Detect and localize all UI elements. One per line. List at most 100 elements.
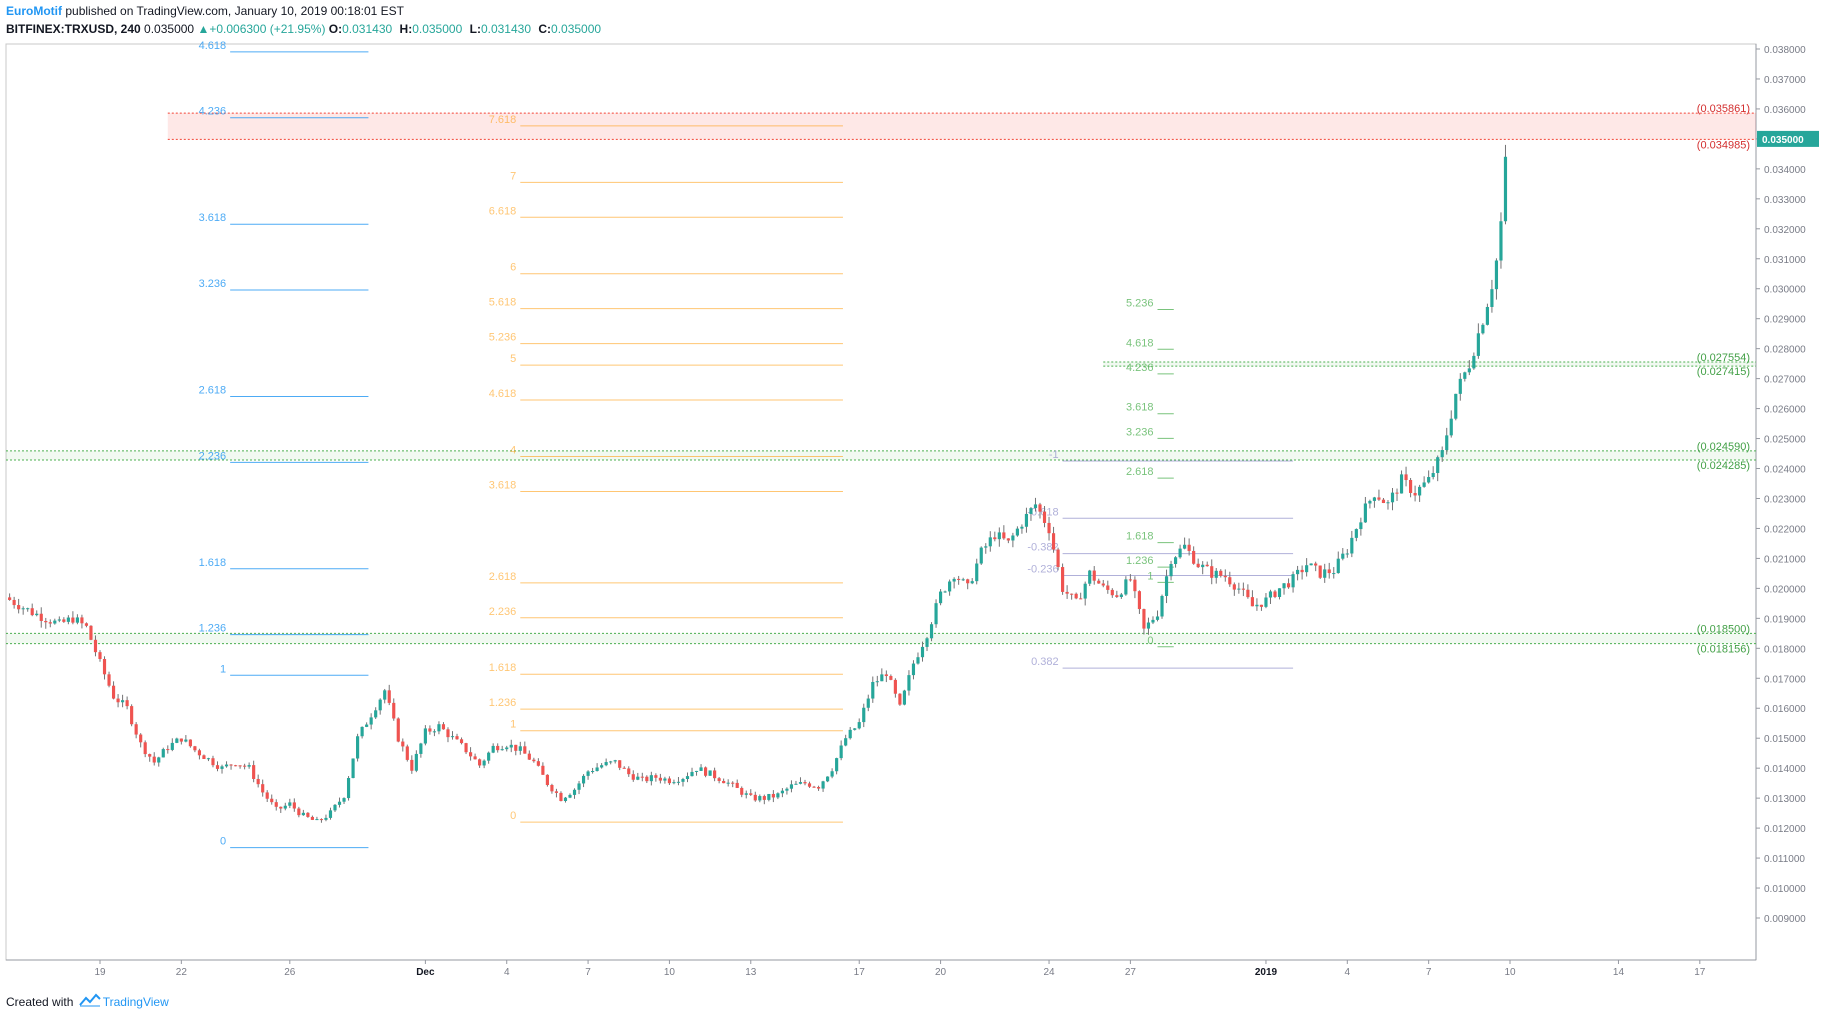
candle-body [197, 750, 202, 756]
candle-body [1106, 585, 1110, 590]
candle-body [387, 690, 391, 703]
candle-body [853, 728, 857, 730]
candle-body [550, 785, 554, 792]
candle-body [807, 783, 812, 787]
candle-body [270, 798, 274, 803]
last-price-tag [1757, 130, 1819, 147]
fib-green-level-label: 1 [1147, 570, 1153, 582]
fib-orange-level-label: 1.236 [489, 697, 517, 709]
candle-body [708, 770, 712, 776]
x-tick-label: 26 [284, 967, 296, 978]
candle-body [328, 810, 333, 818]
candle-body [685, 776, 690, 780]
candle-body [762, 796, 766, 800]
candle-body [1020, 526, 1024, 529]
candle-body [1408, 480, 1413, 493]
candle-body [1246, 589, 1250, 598]
candle-body [1083, 583, 1087, 599]
candle-body [1476, 333, 1480, 356]
candle-body [1390, 492, 1395, 503]
candle-body [233, 765, 238, 767]
candle-body [1029, 508, 1033, 514]
candle-body [1119, 594, 1123, 597]
candle-body [62, 619, 66, 622]
price-change: +0.006300 (+21.95%) [209, 22, 326, 36]
zone-upper-label: (0.035861) [1697, 103, 1750, 115]
x-tick-label: 7 [585, 967, 591, 978]
candle-body [410, 759, 414, 771]
candle-body [862, 707, 866, 723]
close-label: C: [538, 22, 552, 36]
candle-body [609, 761, 613, 763]
candle-body [1006, 538, 1010, 541]
symbol-ticker[interactable]: BITFINEX:TRXUSD, 240 [6, 22, 141, 36]
candle-body [446, 729, 450, 738]
candle-body [1336, 558, 1340, 574]
candle-body [356, 736, 360, 759]
candle-body [1097, 580, 1101, 584]
candle-body [514, 744, 518, 751]
candle-body [1011, 535, 1015, 541]
candle-body [640, 776, 644, 778]
candle-body [487, 752, 491, 761]
candle-body [383, 690, 387, 700]
candle-body [527, 753, 531, 760]
candle-body [279, 806, 283, 809]
candle-body [1368, 500, 1372, 504]
candle-body [749, 793, 753, 795]
candle-body [374, 710, 378, 718]
fib-orange-level-label: 7.618 [489, 114, 517, 126]
candle-body [1490, 289, 1494, 307]
fib-green-level-label: 4.236 [1126, 362, 1154, 374]
candle-body [1499, 221, 1503, 261]
candle-body [966, 579, 970, 584]
candle-body [1255, 604, 1259, 607]
candle-body [1219, 570, 1223, 576]
candle-body [699, 767, 703, 771]
candle-body [518, 746, 522, 751]
candle-body [703, 767, 708, 776]
candle-body [649, 775, 653, 782]
fib-purple-level-label: -0.236 [1027, 563, 1058, 575]
candle-body [478, 759, 482, 766]
candle-body [731, 782, 735, 784]
candle-body [211, 758, 215, 766]
candle-body [1463, 372, 1467, 379]
candle-body [107, 674, 111, 686]
candle-body [175, 738, 179, 743]
candle-body [830, 771, 834, 777]
created-with-text: Created with [6, 995, 74, 1009]
fib-blue-level-label: 3.618 [199, 212, 227, 224]
candle-body [541, 765, 545, 775]
tradingview-link[interactable]: TradingView [102, 995, 169, 1009]
candle-body [785, 788, 789, 791]
fib-purple-level-label: -0.382 [1027, 542, 1058, 554]
zone-red-area [167, 113, 1757, 140]
candle-body [993, 537, 997, 540]
candle-body [563, 797, 568, 802]
candle-body [1445, 435, 1449, 451]
candle-body [713, 770, 717, 779]
candle-body [423, 728, 427, 744]
candle-body [1070, 593, 1074, 595]
symbol-legend: BITFINEX:TRXUSD, 240 0.035000 ▲+0.006300… [6, 21, 605, 37]
fib-orange-level-label: 3.618 [489, 479, 517, 491]
candle-body [184, 739, 188, 742]
author-link[interactable]: EuroMotif [6, 4, 62, 18]
fib-blue-level-label: 1 [220, 663, 226, 675]
candle-body [202, 755, 206, 760]
candle-body [1155, 616, 1160, 620]
candle-body [948, 581, 952, 592]
candle-body [839, 745, 843, 759]
candle-body [288, 802, 292, 806]
candle-body [75, 617, 79, 623]
fib-orange-level-label: 5.236 [489, 332, 517, 344]
candle-body [1345, 553, 1349, 555]
candle-body [1124, 579, 1128, 595]
fib-green-level-label: 3.236 [1126, 426, 1154, 438]
candle-body [292, 802, 296, 809]
fib-blue-level-label: 0 [220, 836, 226, 848]
candle-body [1323, 569, 1327, 578]
candle-body [1286, 583, 1291, 588]
